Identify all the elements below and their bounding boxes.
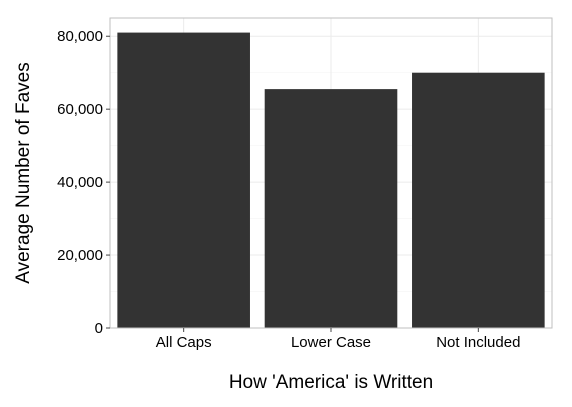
bar-not-included: [412, 72, 545, 329]
y-tick-label: 20,000: [57, 247, 103, 264]
y-tick-label: 60,000: [57, 101, 103, 118]
y-tick-label: 40,000: [57, 174, 103, 191]
x-tick-label: Lower Case: [291, 334, 371, 351]
bar-lower-case: [264, 89, 398, 328]
y-axis: 0 20,000 40,000 60,000 80,000: [57, 28, 110, 337]
bar-all-caps: [117, 32, 250, 329]
x-tick-label: All Caps: [156, 334, 212, 351]
y-axis-title: Average Number of Faves: [13, 62, 34, 283]
x-tick-label: Not Included: [436, 334, 520, 351]
y-tick-label: 0: [95, 320, 103, 337]
x-axis-title: How 'America' is Written: [229, 372, 433, 393]
y-tick-label: 80,000: [57, 28, 103, 45]
x-axis: All Caps Lower Case Not Included: [156, 328, 520, 351]
bar-layer: [117, 32, 545, 329]
